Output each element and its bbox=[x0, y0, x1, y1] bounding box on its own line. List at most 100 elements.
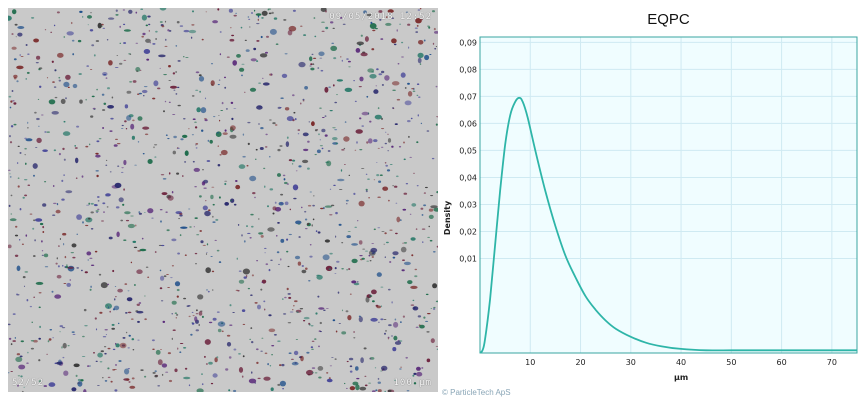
particle bbox=[107, 347, 111, 350]
particle bbox=[403, 158, 406, 161]
particle bbox=[288, 352, 292, 355]
particle bbox=[183, 376, 191, 380]
particle bbox=[379, 174, 383, 176]
particle bbox=[255, 13, 262, 16]
particle bbox=[27, 53, 30, 55]
particle bbox=[131, 135, 135, 140]
particle bbox=[307, 223, 310, 225]
particle bbox=[404, 100, 412, 106]
particle bbox=[267, 8, 272, 10]
particle bbox=[165, 134, 168, 136]
particle bbox=[361, 125, 365, 127]
particle bbox=[314, 372, 318, 374]
particle bbox=[286, 238, 289, 241]
particle bbox=[125, 331, 128, 334]
particle bbox=[217, 321, 226, 327]
particle bbox=[60, 98, 66, 104]
particle bbox=[176, 172, 180, 175]
particle bbox=[97, 200, 100, 202]
particle bbox=[427, 236, 430, 238]
particle bbox=[208, 209, 211, 211]
particle bbox=[380, 370, 383, 372]
particle bbox=[238, 367, 244, 373]
particle bbox=[122, 9, 126, 11]
particle bbox=[179, 343, 184, 344]
particle bbox=[160, 220, 162, 223]
particle bbox=[109, 130, 113, 132]
particle bbox=[259, 53, 268, 58]
particle bbox=[77, 378, 81, 382]
particle bbox=[270, 387, 274, 392]
particle bbox=[325, 26, 329, 30]
particle bbox=[373, 179, 376, 181]
particle bbox=[200, 240, 204, 244]
particle bbox=[346, 58, 349, 60]
particle bbox=[303, 316, 310, 320]
particle bbox=[133, 246, 138, 249]
particle bbox=[369, 260, 372, 262]
particle bbox=[394, 341, 402, 345]
particle bbox=[124, 120, 127, 123]
particle bbox=[137, 339, 140, 341]
particle bbox=[69, 279, 72, 281]
particle bbox=[366, 95, 369, 98]
particle bbox=[325, 308, 329, 309]
particle bbox=[201, 383, 204, 386]
particle bbox=[374, 27, 378, 30]
particle bbox=[328, 268, 332, 270]
particle bbox=[310, 63, 313, 66]
particle bbox=[356, 41, 364, 46]
particle bbox=[194, 316, 198, 322]
particle bbox=[242, 355, 245, 358]
particle bbox=[430, 338, 435, 344]
particle bbox=[123, 42, 127, 44]
particle bbox=[67, 86, 70, 88]
particle bbox=[337, 291, 340, 294]
particle bbox=[369, 23, 377, 29]
particle bbox=[280, 238, 285, 243]
particle bbox=[9, 141, 13, 144]
particle bbox=[183, 118, 186, 120]
particle bbox=[265, 263, 269, 266]
particle bbox=[407, 91, 413, 97]
particle bbox=[407, 82, 410, 85]
particle bbox=[355, 48, 361, 53]
particle bbox=[403, 192, 408, 195]
particle bbox=[238, 279, 245, 284]
particle bbox=[89, 365, 91, 367]
particle bbox=[237, 224, 240, 226]
particle bbox=[195, 147, 198, 149]
particle bbox=[111, 327, 115, 330]
particle bbox=[417, 9, 421, 11]
particle bbox=[366, 141, 369, 144]
particle bbox=[415, 31, 419, 33]
particle bbox=[135, 67, 141, 72]
particle bbox=[316, 149, 321, 154]
particle bbox=[213, 116, 216, 118]
particle bbox=[264, 352, 268, 355]
particle bbox=[196, 107, 201, 113]
particle bbox=[120, 171, 124, 173]
particle bbox=[248, 18, 251, 20]
particle bbox=[44, 181, 47, 183]
particle bbox=[330, 21, 334, 24]
particle bbox=[419, 63, 422, 65]
particle bbox=[294, 118, 297, 121]
particle bbox=[416, 94, 419, 97]
particle bbox=[280, 258, 282, 261]
particle bbox=[179, 212, 183, 215]
particle bbox=[278, 263, 280, 265]
particle bbox=[76, 233, 78, 235]
particle bbox=[92, 107, 96, 110]
particle bbox=[326, 372, 329, 374]
particle bbox=[299, 308, 304, 310]
particle bbox=[419, 8, 422, 10]
particle bbox=[204, 355, 206, 358]
particle bbox=[108, 236, 113, 240]
particle bbox=[127, 347, 130, 349]
particle bbox=[401, 269, 405, 272]
particle bbox=[334, 273, 337, 274]
particle bbox=[172, 329, 176, 332]
particle bbox=[74, 145, 76, 147]
particle bbox=[287, 30, 293, 36]
